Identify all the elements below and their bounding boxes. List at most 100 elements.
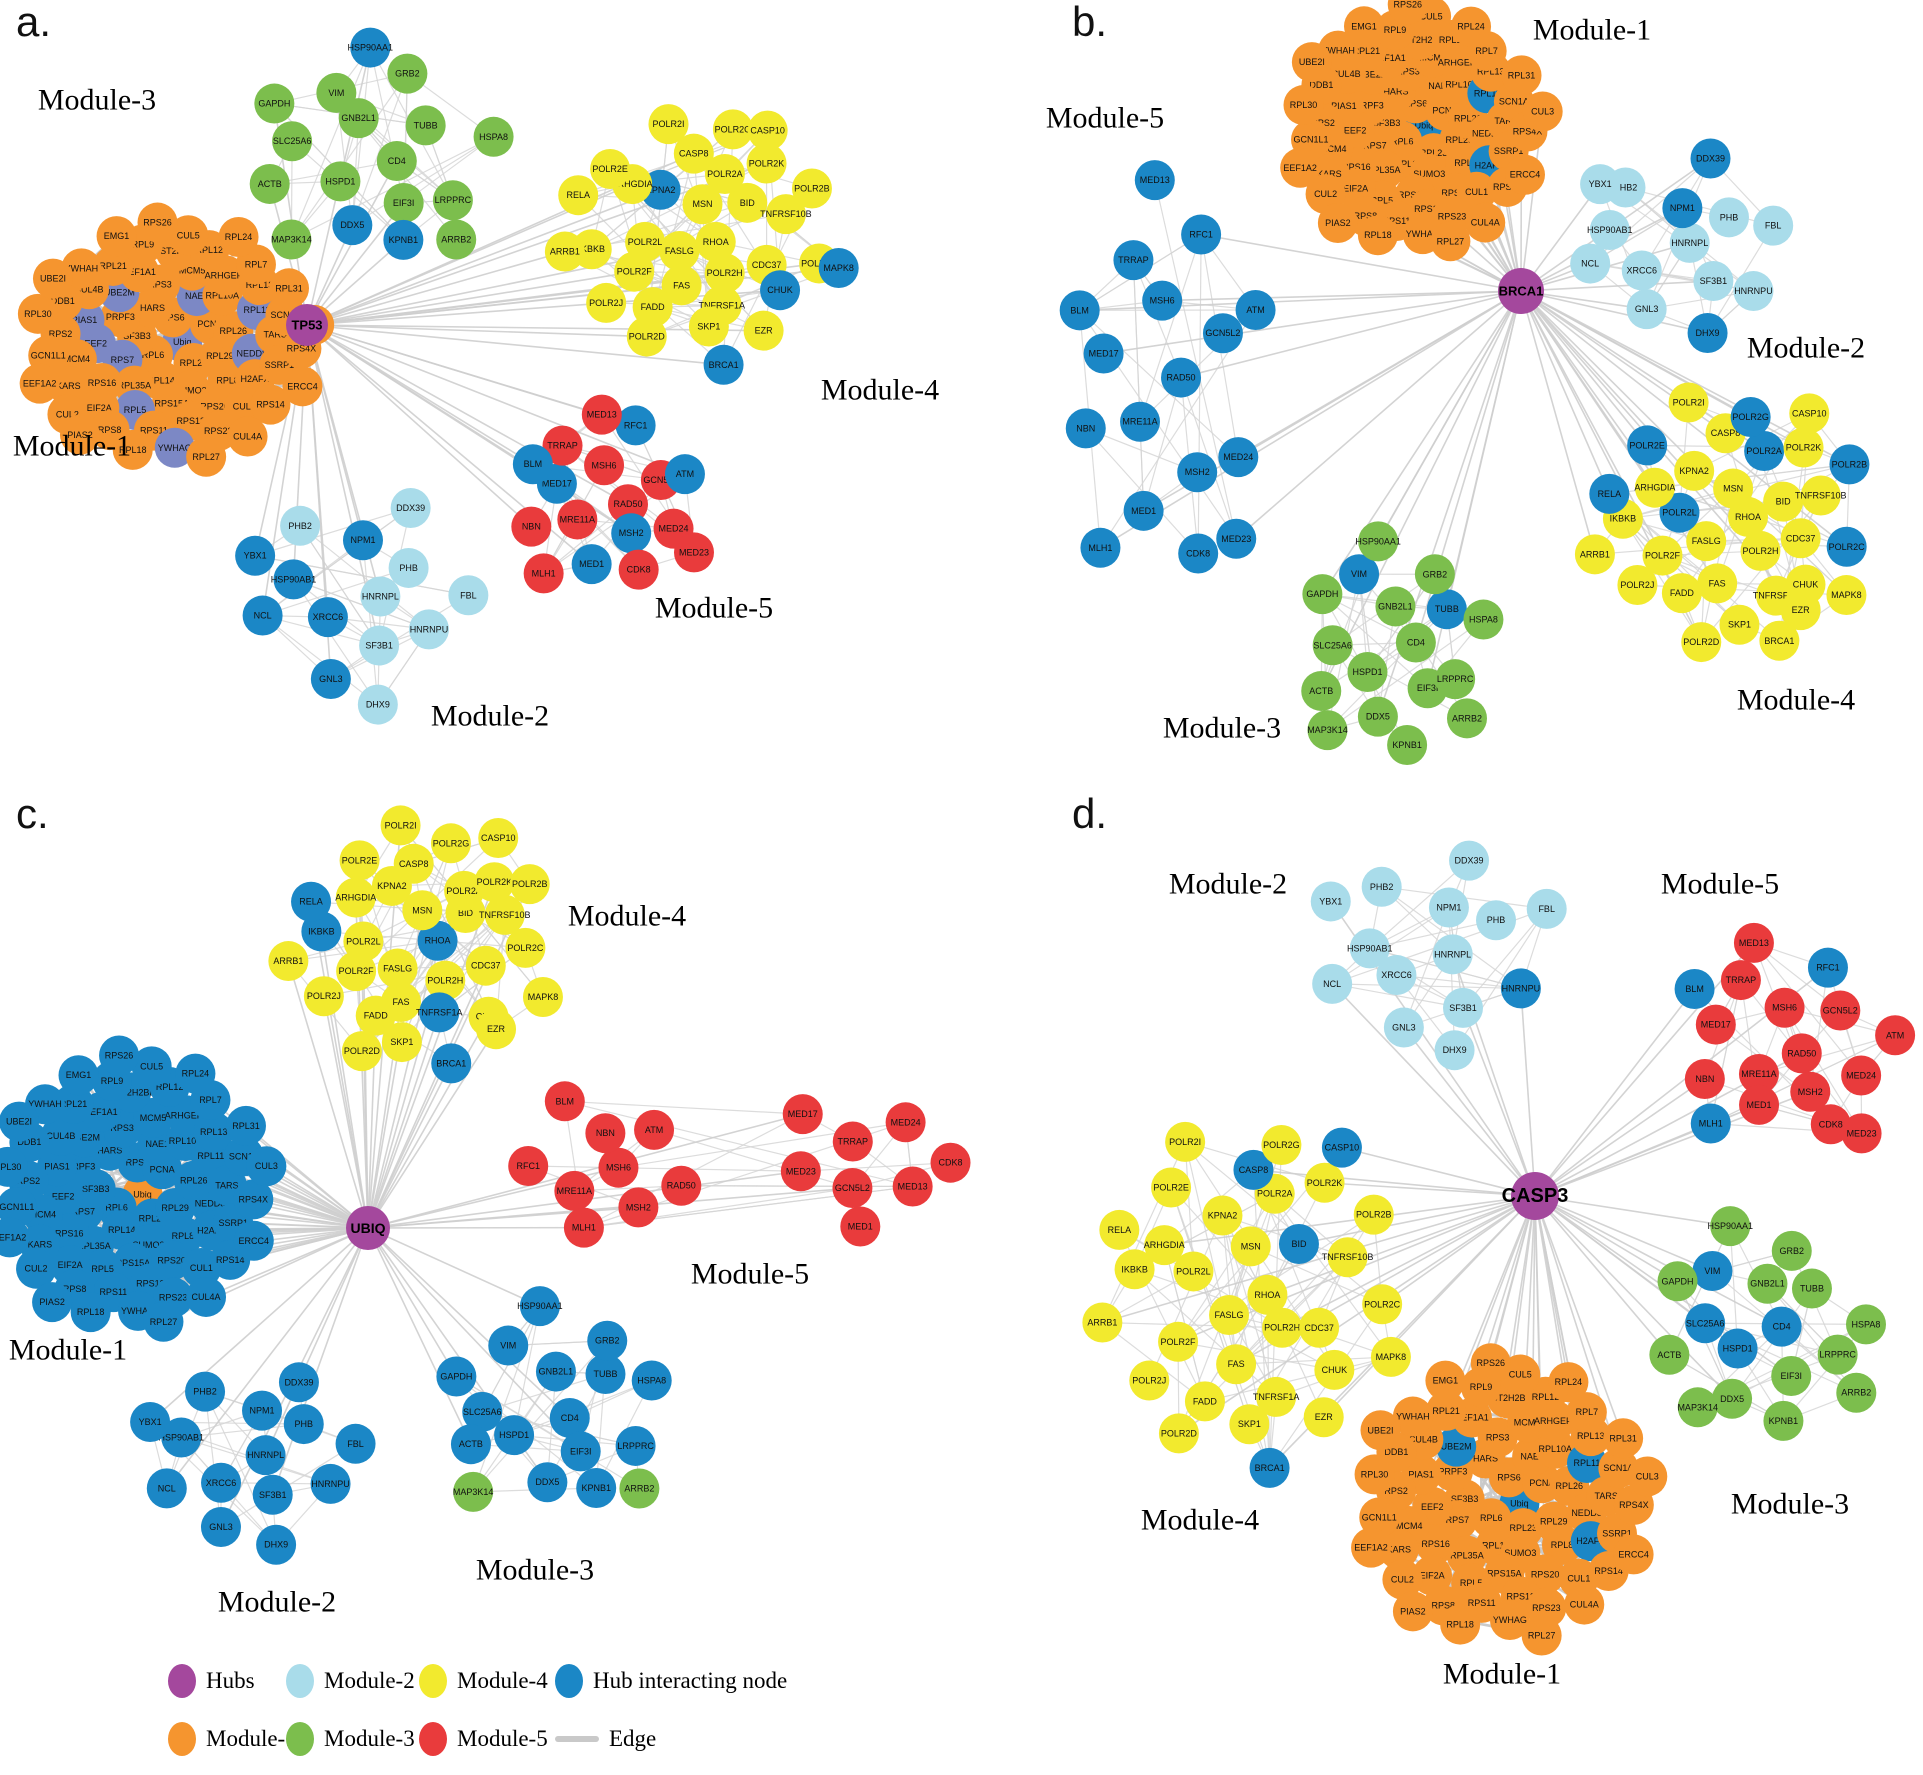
node-label: KPNB1 xyxy=(1769,1416,1799,1426)
edge xyxy=(1143,377,1182,511)
node-label: EEF2 xyxy=(52,1192,75,1202)
node-label: YWHAG xyxy=(158,443,192,453)
node-label: RPL26 xyxy=(180,1176,208,1186)
node-label: DDB1 xyxy=(51,296,75,306)
node-GNB2L1 xyxy=(535,1351,576,1392)
node-label: POLR2B xyxy=(1832,459,1868,469)
node-label: RPS13 xyxy=(136,1278,165,1288)
node-label: RPS26 xyxy=(1393,0,1422,10)
node-label: RPS14 xyxy=(256,400,285,410)
node-label: SSRP1 xyxy=(218,1218,248,1228)
node-label: YBX1 xyxy=(1589,179,1612,189)
node-MED13 xyxy=(1733,922,1774,963)
node-POLR2C xyxy=(505,927,546,968)
node-label: TARS xyxy=(215,1180,238,1190)
node-IKBKB xyxy=(1114,1249,1155,1290)
node-label: DHX9 xyxy=(264,1540,288,1550)
node-label: CUL4A xyxy=(1471,218,1500,228)
node-DHX9 xyxy=(1687,312,1728,353)
node-LRPPRC xyxy=(432,180,473,221)
node-label: BID xyxy=(1776,497,1792,507)
node-label: MSH2 xyxy=(619,528,644,538)
edge xyxy=(262,567,409,617)
node-POLR2D xyxy=(341,1031,382,1072)
node-VIM xyxy=(1692,1251,1733,1292)
node-label: DDX5 xyxy=(1720,1394,1744,1404)
node-label: PHB2 xyxy=(1614,183,1638,193)
node-label: MED1 xyxy=(579,559,604,569)
node-label: CASP8 xyxy=(399,859,429,869)
node-label: EIF2A xyxy=(58,1260,83,1270)
module-label-a-m5: Module-5 xyxy=(655,592,773,625)
node-label: PIAS1 xyxy=(1331,101,1357,111)
hub-edge xyxy=(306,324,686,475)
edge xyxy=(1332,983,1521,990)
node-label: PCNA xyxy=(1529,1478,1554,1488)
node-label: RFC1 xyxy=(624,420,648,430)
hub-node-UBIQ xyxy=(346,1206,390,1250)
node-TRRAP xyxy=(1113,240,1154,281)
node-label: DDX5 xyxy=(340,220,364,230)
node-CDC37 xyxy=(1299,1307,1340,1348)
node-RPL18 xyxy=(70,1292,111,1333)
panel-c-module-5: MSH6 MRE11A NBN MSH2 RFC1 ATM MLH1 BLM RAD50 GCN5… xyxy=(508,1081,971,1248)
node-label: ATM xyxy=(1886,1030,1904,1040)
node-LRPPRC xyxy=(615,1425,656,1466)
node-BID xyxy=(1278,1224,1319,1265)
node-label: POLR2B xyxy=(1356,1210,1392,1220)
hub-edge xyxy=(1534,1195,1670,1356)
node-label: TARS xyxy=(263,330,286,340)
node-label: RPS7 xyxy=(1363,140,1387,150)
node-RELA xyxy=(1099,1209,1140,1250)
hub-edge xyxy=(306,324,764,332)
node-label: NEDD8 xyxy=(237,349,268,359)
node-MED1 xyxy=(571,544,612,585)
node-HSPA8 xyxy=(1845,1304,1886,1345)
node-label: TUBB xyxy=(1435,604,1459,614)
edge xyxy=(1396,974,1521,990)
node-MSN xyxy=(402,890,443,931)
module-label-b-m1: Module-1 xyxy=(1533,14,1651,47)
node-label: POLR2D xyxy=(1683,637,1720,647)
hub-edge xyxy=(367,1227,541,1307)
panel-d-module-3: CD4 HSPD1 GNB2L1 EIF3I SLC25A6 TUBB DDX5 VIM LRP… xyxy=(1649,1206,1886,1441)
node-RPL10A xyxy=(1535,1428,1576,1469)
node-POLR2F xyxy=(1642,535,1683,576)
node-GNL3 xyxy=(310,658,351,699)
node-label: H2AFX xyxy=(1576,1536,1605,1546)
node-label: ARRB1 xyxy=(1580,549,1610,559)
edge xyxy=(472,1305,541,1493)
node-label: UBE2I xyxy=(6,1117,32,1127)
hub-edge xyxy=(264,1227,369,1456)
node-RPS26 xyxy=(99,1035,140,1076)
node-label: MCM5 xyxy=(1419,52,1446,62)
edge xyxy=(1766,1283,1857,1394)
node-label: POLR2E xyxy=(342,855,378,865)
node-label: ATM xyxy=(1246,305,1264,315)
node-label: EIF2A xyxy=(87,403,112,413)
node-label: MLH1 xyxy=(1699,1119,1723,1129)
node-label: ARRB2 xyxy=(1452,713,1482,723)
node-KPNB1 xyxy=(1387,725,1428,766)
node-label: SSRP1 xyxy=(1494,146,1524,156)
node-label: RPS7 xyxy=(1446,1515,1470,1525)
node-label: RPS16 xyxy=(1342,162,1371,172)
node-label: MSN xyxy=(1723,484,1743,494)
node-MED1 xyxy=(840,1206,881,1247)
node-label: GCN5L2 xyxy=(835,1183,870,1193)
node-label: RPL24 xyxy=(182,1069,210,1079)
node-label: POLR2I xyxy=(652,119,684,129)
node-label: RPL10A xyxy=(169,1136,203,1146)
node-label: RPS14 xyxy=(216,1255,245,1265)
node-label: BLM xyxy=(556,1096,575,1106)
node-label: RHOA xyxy=(703,237,729,247)
node-label: EIF2A xyxy=(1343,183,1368,193)
node-POLR2D xyxy=(1158,1413,1199,1454)
node-POLR2K xyxy=(474,862,515,903)
node-RPL18 xyxy=(1440,1604,1481,1645)
node-POLR2J xyxy=(1617,564,1658,605)
node-label: SCN1A xyxy=(229,1151,259,1161)
node-MAPK8 xyxy=(522,977,563,1018)
node-MSH2 xyxy=(611,513,652,554)
